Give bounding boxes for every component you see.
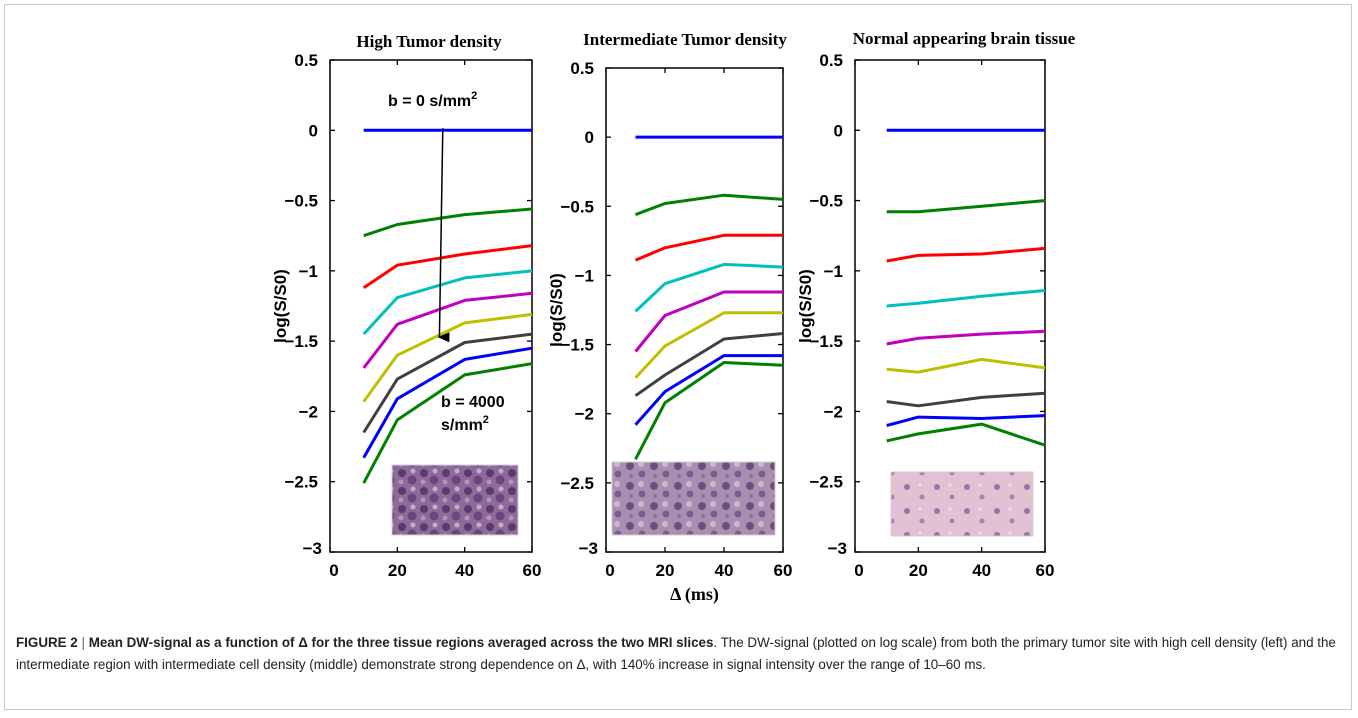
y-axis-label: log(S/S0) <box>547 273 566 347</box>
series-line-2 <box>363 207 533 238</box>
series-line-3 <box>362 244 533 289</box>
chart-panel-3: Normal appearing brain tissue 0.5 0 −0.5 −1 −… <box>796 29 1076 580</box>
panel-title: Normal appearing brain tissue <box>853 29 1076 48</box>
series-line-6 <box>362 312 533 403</box>
figure-frame <box>4 4 1352 710</box>
chart-panel-2: Intermediate Tumor density 0.5 0 −0.5 −1 −1.5… <box>547 30 792 605</box>
y-tick-label: −3 <box>303 539 322 558</box>
y-tick-label: 0.5 <box>819 51 843 70</box>
annotation-b0-text: b = 0 s/mm <box>388 93 471 110</box>
y-axis-label: log(S/S0) <box>271 269 290 343</box>
chart-panel-1: High Tumor density 0.5 0 −0.5 −1 −1.5 −2 −2.5 −3… <box>271 32 541 580</box>
x-tick-label: 20 <box>656 561 675 580</box>
annotation-b4000: b = 4000 <box>441 394 505 411</box>
series-line-7 <box>886 391 1046 408</box>
y-tick-label: −1 <box>824 262 843 281</box>
x-tick-label: 60 <box>1036 561 1055 580</box>
series-line-5 <box>886 329 1046 346</box>
histology-inset <box>611 461 776 536</box>
series-line-8 <box>362 346 533 459</box>
y-tick-label: −1.5 <box>809 332 843 351</box>
y-tick-label: −0.5 <box>809 192 843 211</box>
x-axis-label: Δ (ms) <box>670 584 719 605</box>
x-tick-label: 20 <box>388 561 407 580</box>
y-tick-label: 0.5 <box>570 59 594 78</box>
x-tick-label: 40 <box>455 561 474 580</box>
histology-inset <box>391 464 519 536</box>
series-line-4 <box>634 262 784 313</box>
series-line-7 <box>362 332 533 434</box>
series-line-9 <box>634 361 784 460</box>
y-axis-label: log(S/S0) <box>796 269 815 343</box>
x-tick-label: 0 <box>854 561 863 580</box>
series-line-4 <box>362 269 533 336</box>
y-tick-label: −2.5 <box>809 473 843 492</box>
x-tick-label: 20 <box>909 561 928 580</box>
axes-frame <box>605 67 784 553</box>
x-tick-label: 40 <box>972 561 991 580</box>
x-tick-label: 0 <box>329 561 338 580</box>
series-line-4 <box>886 289 1046 308</box>
series-line-3 <box>634 233 783 262</box>
series-line-8 <box>634 354 783 426</box>
y-tick-label: −3 <box>579 539 598 558</box>
figure-caption: FIGURE 2 | Mean DW-signal as a function … <box>16 632 1342 676</box>
annotation-b4000-sup: 2 <box>483 414 489 426</box>
annotation-b4000-unit: s/mm2 <box>441 414 489 434</box>
y-tick-label: −0.5 <box>284 192 318 211</box>
x-tick-label: 40 <box>715 561 734 580</box>
axes-frame <box>329 59 533 553</box>
annotation-b0-sup: 2 <box>471 90 477 102</box>
panel-title: High Tumor density <box>356 32 502 51</box>
caption-separator: | <box>77 635 89 650</box>
y-tick-label: 0 <box>585 128 594 147</box>
x-tick-label: 60 <box>523 561 542 580</box>
y-tick-label: −2 <box>824 402 843 421</box>
series-line-5 <box>362 291 533 369</box>
axes-frame <box>854 59 1046 553</box>
series-line-8 <box>886 414 1046 427</box>
series-line-9 <box>362 362 533 484</box>
y-tick-label: −1 <box>299 262 318 281</box>
series-line-3 <box>886 246 1046 263</box>
annotation-b4000-unit-text: s/mm <box>441 417 483 434</box>
series-line-6 <box>634 311 783 379</box>
histology-inset <box>890 471 1034 537</box>
x-tick-label: 0 <box>605 561 614 580</box>
series-line-5 <box>634 290 783 353</box>
x-tick-label: 60 <box>774 561 793 580</box>
y-tick-label: −0.5 <box>560 197 594 216</box>
panel-title: Intermediate Tumor density <box>583 30 787 49</box>
figure-plots: High Tumor density 0.5 0 −0.5 −1 −1.5 −2 −2.5 −3… <box>271 29 1076 605</box>
y-tick-label: 0.5 <box>294 51 318 70</box>
series-line-2 <box>634 193 784 217</box>
y-tick-label: −2 <box>299 402 318 421</box>
annotation-b0: b = 0 s/mm2 <box>388 90 477 110</box>
y-tick-label: −3 <box>828 539 847 558</box>
y-tick-label: −2.5 <box>284 473 318 492</box>
y-tick-label: 0 <box>834 121 843 140</box>
y-tick-label: −1.5 <box>560 336 594 355</box>
y-tick-label: −1.5 <box>284 332 318 351</box>
y-tick-label: −1 <box>575 266 594 285</box>
caption-body: . The DW-signal (plotted on log scale) f… <box>16 635 1336 672</box>
series-line-9 <box>886 422 1046 447</box>
caption-title: Mean DW-signal as a function of Δ for th… <box>88 635 714 650</box>
series-line-7 <box>634 332 784 397</box>
series-line-2 <box>886 199 1046 214</box>
y-tick-label: −2 <box>575 405 594 424</box>
annotation-arrow <box>437 128 450 343</box>
caption-label: FIGURE 2 <box>16 635 78 650</box>
y-tick-label: −2.5 <box>560 474 594 493</box>
y-tick-label: 0 <box>309 121 318 140</box>
series-line-6 <box>886 357 1046 374</box>
